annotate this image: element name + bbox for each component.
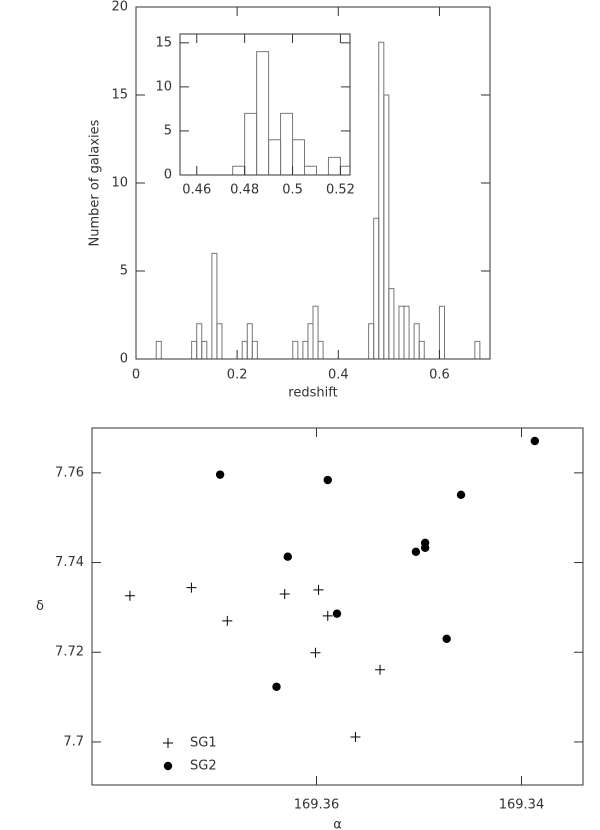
point xyxy=(283,552,292,561)
x-tick-label: 0.6 xyxy=(429,368,450,383)
point xyxy=(456,490,466,500)
point xyxy=(186,582,197,593)
x-tick-label: 0 xyxy=(132,368,140,383)
x-tick-label: 0.4 xyxy=(328,368,349,383)
point xyxy=(124,590,135,601)
histogram-bar xyxy=(251,340,258,359)
plot-frame xyxy=(179,33,351,176)
y-tick-label: 0 xyxy=(120,352,128,367)
x-tick-label: 169.36 xyxy=(294,798,340,813)
point xyxy=(322,610,333,621)
point xyxy=(215,470,225,479)
point xyxy=(350,732,361,743)
point xyxy=(411,547,421,556)
histogram-bar xyxy=(216,323,223,359)
histogram-bar xyxy=(201,340,208,359)
histogram-bar xyxy=(383,94,390,359)
x-tick-label: 0.52 xyxy=(326,183,355,198)
histogram-bar xyxy=(418,340,425,359)
legend-marker xyxy=(163,761,173,771)
x-tick-label: 0.48 xyxy=(230,183,259,198)
x-tick-label: 0.2 xyxy=(227,368,248,383)
histogram-bar xyxy=(312,305,319,359)
point xyxy=(272,682,281,691)
point xyxy=(375,664,386,675)
histogram-bar xyxy=(211,252,218,359)
point xyxy=(222,615,233,626)
point xyxy=(442,634,451,643)
point xyxy=(279,588,290,599)
x-tick-label: 0.46 xyxy=(182,183,211,198)
point xyxy=(332,609,342,618)
y-tick-label: 0 xyxy=(164,168,172,183)
histogram-bar xyxy=(474,340,481,359)
y-tick-label: 7.7 xyxy=(63,734,84,749)
histogram-bar xyxy=(304,165,317,175)
legend-marker xyxy=(163,738,173,748)
y-tick-label: 7.76 xyxy=(55,465,84,480)
y-tick-label: 15 xyxy=(111,88,128,103)
x-tick-label: 0.5 xyxy=(282,183,303,198)
legend-label: SG2 xyxy=(190,759,217,774)
plot-area xyxy=(136,41,490,359)
plot-background xyxy=(92,428,583,785)
histogram-bar xyxy=(317,340,324,359)
point xyxy=(323,475,332,485)
histogram-bar xyxy=(403,305,410,359)
point xyxy=(530,436,540,446)
legend-label: SG1 xyxy=(190,736,217,751)
y-tick-label: 5 xyxy=(164,123,172,138)
y-tick-label: 5 xyxy=(120,264,128,279)
x-tick-label: 169.34 xyxy=(499,798,545,813)
x-axis-label: α xyxy=(333,818,342,830)
y-tick-label: 10 xyxy=(155,79,172,94)
y-tick-label: 20 xyxy=(111,0,128,15)
plot-area xyxy=(124,436,540,743)
y-axis-label: δ xyxy=(36,599,44,614)
y-tick-label: 15 xyxy=(155,35,172,50)
y-tick-label: 10 xyxy=(111,176,128,191)
histogram-bar xyxy=(292,139,306,175)
plot-background xyxy=(180,34,350,175)
y-axis-label: Number of galaxies xyxy=(88,119,103,246)
plot-frame xyxy=(91,427,584,786)
point xyxy=(310,647,321,658)
point xyxy=(313,584,324,595)
histogram-bar xyxy=(292,340,299,359)
histogram-bar xyxy=(256,51,270,175)
histogram-bar xyxy=(388,288,395,359)
histogram-bar xyxy=(155,340,162,359)
x-axis-label: redshift xyxy=(288,386,337,401)
y-tick-label: 7.74 xyxy=(55,555,84,570)
y-tick-label: 7.72 xyxy=(55,645,84,660)
point xyxy=(420,543,430,552)
histogram-bar xyxy=(438,305,445,359)
